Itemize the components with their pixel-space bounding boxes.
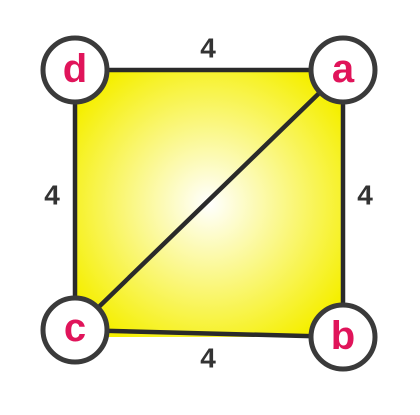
edges-layer: [72, 67, 346, 340]
node-a-label: a: [332, 47, 355, 91]
node-a: a: [308, 35, 378, 105]
weight-label-right: 4: [357, 180, 373, 211]
weight-label-left: 4: [44, 180, 60, 211]
edge-c-a: [72, 67, 346, 333]
node-d-label: d: [63, 47, 87, 91]
edge-c-b: [72, 327, 346, 340]
node-d: d: [40, 35, 110, 105]
node-c: c: [40, 295, 110, 365]
weight-label-bottom: 4: [200, 343, 216, 374]
node-b-label: b: [331, 314, 355, 358]
weight-label-top: 4: [200, 33, 216, 64]
node-b: b: [308, 302, 378, 372]
node-c-label: c: [64, 306, 86, 350]
